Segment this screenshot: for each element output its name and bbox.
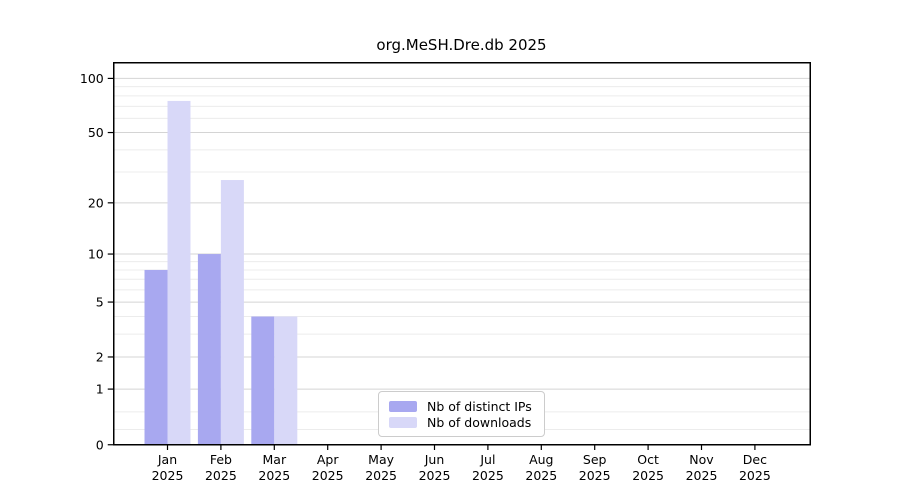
plot-frame [113,62,811,446]
bar-nb-of-downloads-feb [220,180,244,444]
x-tick-label-year-dec: 2025 [739,468,771,483]
y-tick-label-1: 1 [96,382,104,397]
bar-nb-of-distinct-ips-mar [251,316,275,444]
x-tick-label-month-apr: Apr [317,452,339,467]
bar-nb-of-downloads-mar [274,316,298,444]
x-tick-label-month-oct: Oct [637,452,659,467]
x-tick-label-year-may: 2025 [365,468,397,483]
x-tick-label-year-jun: 2025 [419,468,451,483]
y-tick-label-100: 100 [80,71,104,86]
legend-item-downloads: Nb of downloads [389,415,534,430]
x-tick-label-year-aug: 2025 [525,468,557,483]
bar-nb-of-distinct-ips-feb [197,254,221,444]
x-tick-label-month-feb: Feb [210,452,232,467]
legend-label-downloads: Nb of downloads [427,415,532,430]
legend-swatch-downloads [389,417,417,428]
legend-item-distinct-ips: Nb of distinct IPs [389,399,534,414]
x-tick-label-year-nov: 2025 [686,468,718,483]
x-tick-label-month-may: May [368,452,394,467]
x-tick-label-year-oct: 2025 [632,468,664,483]
y-tick-label-20: 20 [88,195,104,210]
x-tick-label-year-mar: 2025 [258,468,290,483]
x-tick-label-month-nov: Nov [689,452,714,467]
legend-label-distinct-ips: Nb of distinct IPs [427,399,532,414]
y-tick-label-10: 10 [88,247,104,262]
x-tick-label-year-feb: 2025 [205,468,237,483]
x-tick-label-year-jul: 2025 [472,468,504,483]
legend-swatch-distinct-ips [389,401,417,412]
y-tick-label-2: 2 [96,349,104,364]
legend: Nb of distinct IPs Nb of downloads [378,391,545,437]
bar-nb-of-downloads-jan [167,100,191,444]
y-tick-label-0: 0 [96,437,104,452]
x-tick-label-month-sep: Sep [583,452,607,467]
y-tick-label-50: 50 [88,125,104,140]
chart-title: org.MeSH.Dre.db 2025 [376,36,547,54]
x-tick-label-year-jan: 2025 [152,468,184,483]
x-tick-label-month-jul: Jul [479,452,495,467]
x-tick-label-month-mar: Mar [263,452,287,467]
x-tick-label-year-apr: 2025 [312,468,344,483]
bar-nb-of-distinct-ips-jan [144,269,168,444]
x-tick-label-year-sep: 2025 [579,468,611,483]
y-tick-label-5: 5 [96,295,104,310]
x-tick-label-month-jan: Jan [157,452,177,467]
x-tick-label-month-aug: Aug [529,452,553,467]
x-tick-label-month-jun: Jun [424,452,445,467]
x-tick-label-month-dec: Dec [743,452,767,467]
